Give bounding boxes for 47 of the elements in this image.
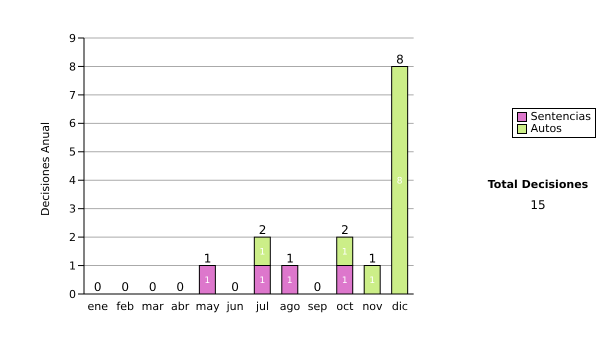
x-tick-label: may: [196, 300, 220, 313]
x-tick-label: jul: [255, 300, 270, 313]
x-tick-label: jun: [226, 300, 244, 313]
data-label: 1: [259, 276, 266, 286]
x-tick-label: dic: [392, 300, 408, 313]
y-tick-label: 0: [69, 288, 76, 301]
text: 0: [231, 280, 239, 294]
text: 0: [176, 280, 184, 294]
text: 0: [148, 280, 156, 294]
y-tick-label: 2: [69, 231, 76, 244]
total-label: 8: [396, 52, 404, 66]
data-label: 1: [369, 276, 376, 286]
text: 15: [529, 198, 547, 212]
y-tick-label: 5: [69, 146, 76, 159]
x-tick-label: nov: [362, 300, 384, 313]
y-tick-label: 4: [69, 174, 76, 188]
x-tick-label: feb: [116, 300, 134, 313]
total-label: 2: [258, 223, 266, 238]
text: 0: [94, 280, 102, 294]
x-tick-label: ene: [87, 300, 108, 313]
text: 0: [121, 280, 130, 294]
x-tick-label: ago: [280, 300, 301, 313]
y-tick-label: 6: [69, 117, 76, 130]
total-label: 1: [368, 252, 376, 266]
y-tick-label: 1: [69, 259, 76, 272]
legend-label: Sentencias: [530, 110, 591, 123]
legend-label: Autos: [530, 122, 562, 135]
x-tick-label: abr: [171, 300, 190, 313]
y-axis-title: Decisiones Anual: [38, 122, 52, 216]
x-tick-label: mar: [142, 300, 164, 313]
data-label: 8: [396, 176, 403, 186]
x-tick-label: oct: [336, 300, 354, 313]
x-tick-label: sep: [308, 300, 328, 313]
data-label: 1: [342, 248, 348, 258]
y-tick-label: 3: [69, 202, 76, 216]
data-label: 1: [286, 276, 293, 286]
data-label: 1: [259, 248, 266, 258]
text: Total Decisiones: [486, 178, 590, 191]
data-label: 1: [342, 276, 348, 286]
data-label: 1: [204, 276, 210, 286]
text: 0: [314, 280, 322, 294]
y-tick-label: 8: [69, 60, 76, 74]
y-tick-label: 7: [69, 88, 76, 102]
total-label: 1: [204, 252, 212, 266]
y-tick-label: 9: [69, 32, 76, 45]
total-label: 2: [341, 223, 349, 238]
total-label: 1: [286, 252, 294, 266]
